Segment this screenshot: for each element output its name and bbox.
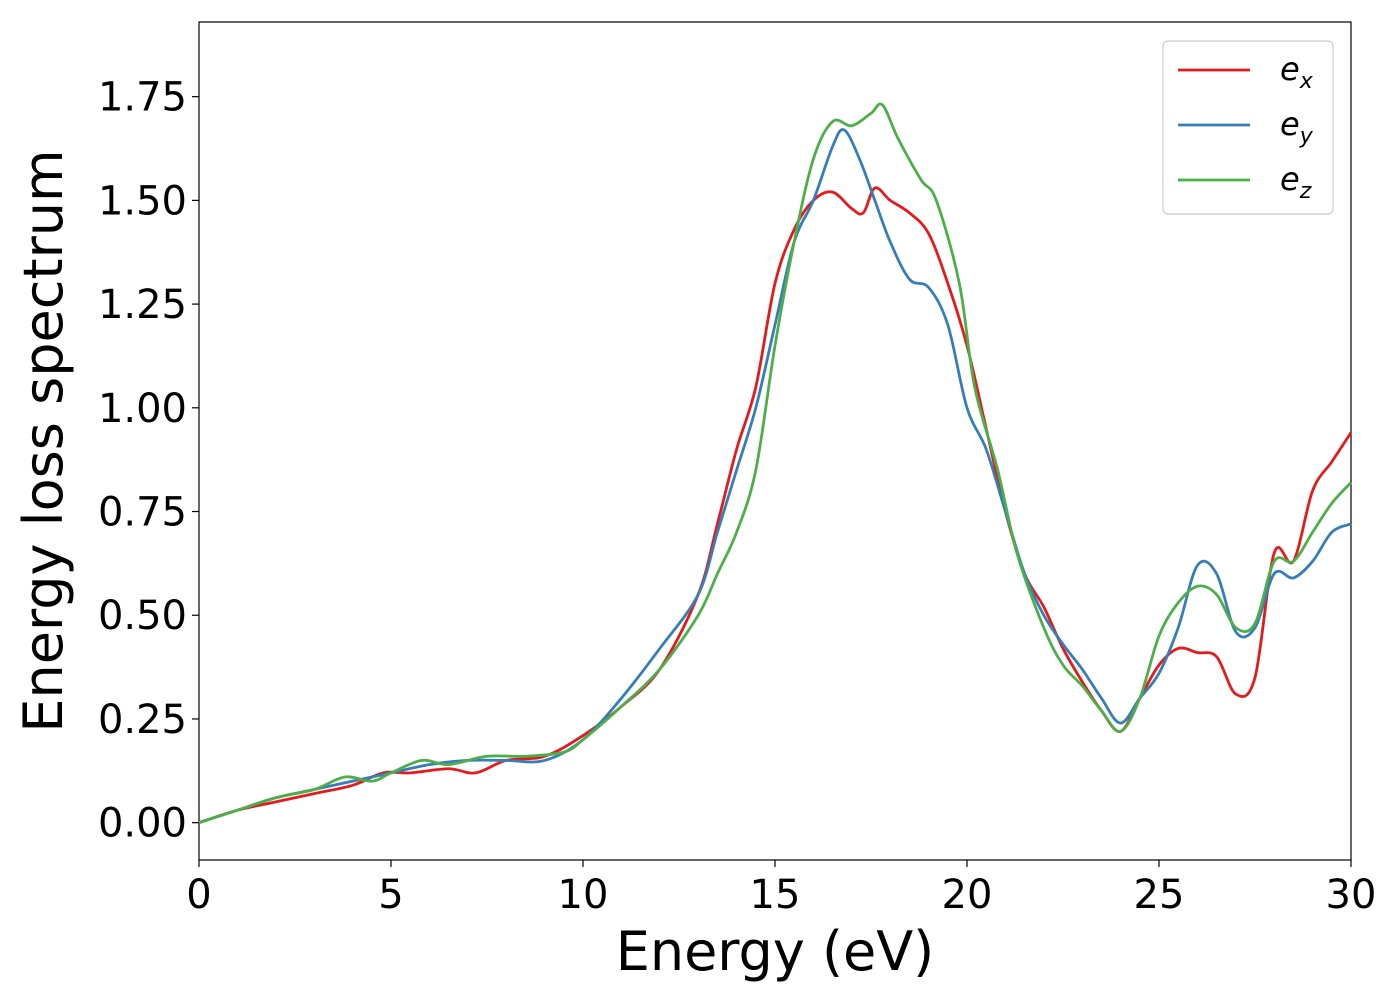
x-tick-label: 25 <box>1134 872 1185 918</box>
x-tick-label: 0 <box>186 872 211 918</box>
y-tick-label: 0.25 <box>98 697 187 743</box>
x-tick-label: 20 <box>942 872 993 918</box>
y-axis-title: Energy loss spectrum <box>12 149 75 732</box>
series-line-z <box>198 102 1353 824</box>
x-tick-label: 15 <box>750 872 801 918</box>
series-lines <box>198 102 1353 824</box>
legend-label-y: ey <box>1280 105 1314 149</box>
x-axis-title: Energy (eV) <box>616 920 935 983</box>
y-tick-label: 0.75 <box>98 490 187 536</box>
x-tick-label: 30 <box>1326 872 1377 918</box>
y-tick-label: 0.50 <box>98 593 187 639</box>
y-tick-label: 1.75 <box>98 75 187 121</box>
legend: ex ey ez <box>1162 40 1334 215</box>
y-tick-label: 1.00 <box>98 386 187 432</box>
series-line-x <box>198 186 1353 824</box>
y-tick-label: 1.25 <box>98 282 187 328</box>
y-tick-label: 0.00 <box>98 801 187 847</box>
legend-box <box>1162 40 1334 215</box>
axis-ticks: 0 5 10 15 20 25 30 0.00 0.25 0.50 0.75 1.00 1.25 1.50… <box>98 75 1377 918</box>
y-tick-label: 1.50 <box>98 178 187 224</box>
legend-label-z: ez <box>1280 160 1312 204</box>
legend-label-x: ex <box>1280 50 1314 94</box>
x-tick-label: 5 <box>378 872 403 918</box>
series-line-y <box>198 128 1352 824</box>
x-tick-label: 10 <box>558 872 609 918</box>
